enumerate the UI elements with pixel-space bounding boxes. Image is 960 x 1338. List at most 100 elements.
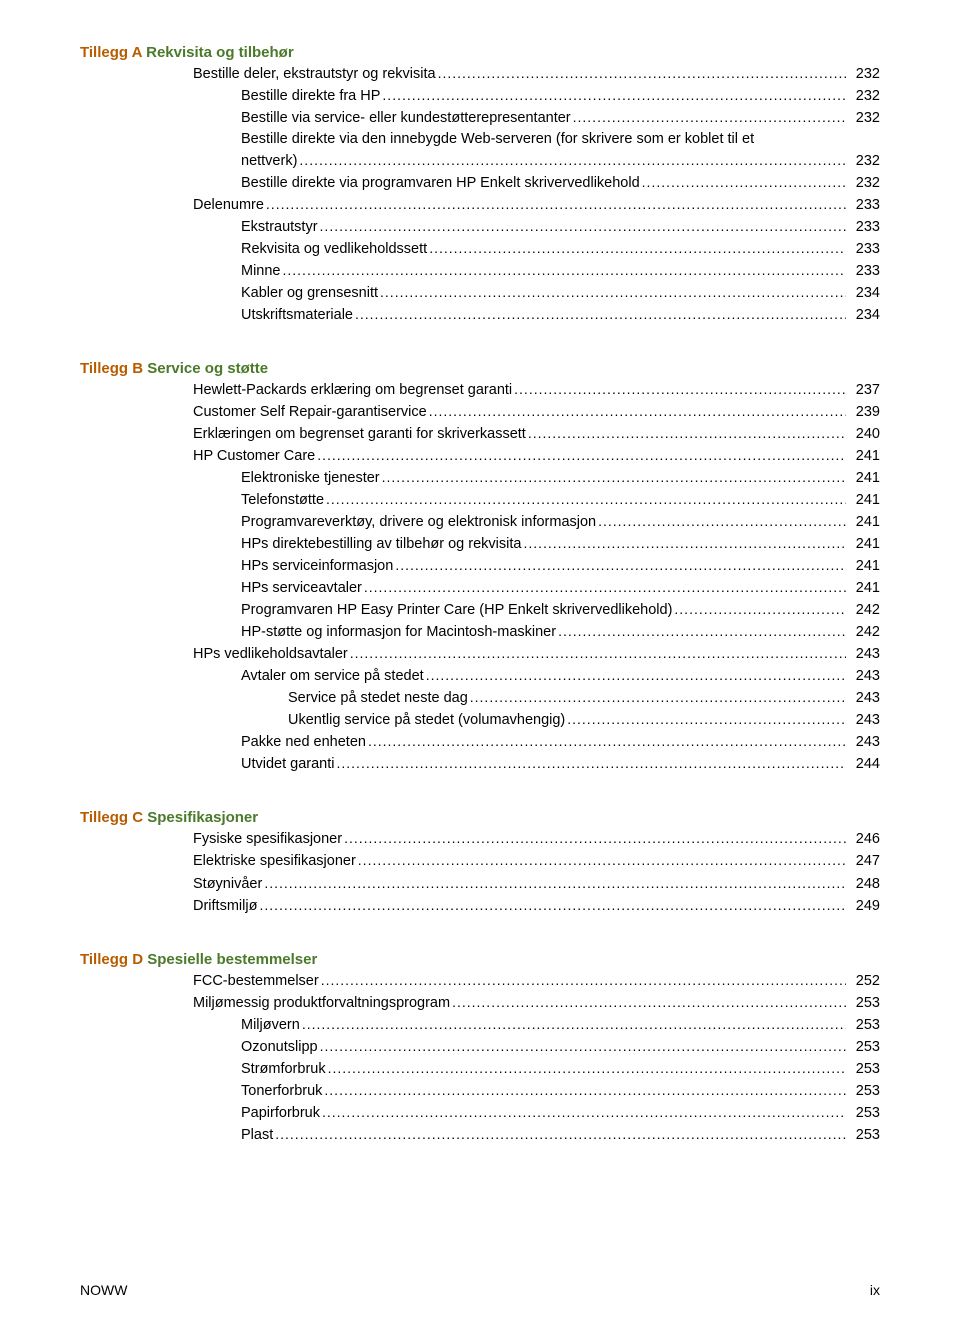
toc-page: 253 — [848, 1059, 880, 1080]
toc-row: Miljøvern 253 — [193, 1014, 880, 1036]
toc-title: Miljøvern — [241, 1015, 300, 1036]
dot-leader — [320, 216, 846, 236]
toc-row: Støynivåer 248 — [193, 873, 880, 895]
toc-row: Erklæringen om begrenset garanti for skr… — [193, 423, 880, 445]
appendix-label: Tillegg C — [80, 809, 147, 826]
toc-page: 241 — [848, 578, 880, 599]
dot-leader — [429, 401, 846, 421]
toc-row: Programvaren HP Easy Printer Care (HP En… — [193, 599, 880, 621]
toc-page: 233 — [848, 261, 880, 282]
toc-content: Tillegg A Rekvisita og tilbehør Bestille … — [80, 44, 880, 1146]
toc-title: Plast — [241, 1125, 273, 1146]
toc-row: Avtaler om service på stedet 243 — [193, 665, 880, 687]
toc-page: 253 — [848, 1103, 880, 1124]
toc-row: nettverk) 232 — [193, 150, 880, 172]
toc-row: Ekstrautstyr 233 — [193, 216, 880, 238]
toc-title: Støynivåer — [193, 874, 262, 895]
toc-title: Elektriske spesifikasjoner — [193, 851, 356, 872]
dot-leader — [429, 238, 846, 258]
toc-page: 249 — [848, 896, 880, 917]
footer-left: NOWW — [80, 1282, 127, 1298]
dot-leader — [264, 873, 846, 893]
toc-page: 234 — [848, 305, 880, 326]
toc-page: 253 — [848, 1081, 880, 1102]
toc-title: Tonerforbruk — [241, 1081, 322, 1102]
toc-title: Erklæringen om begrenset garanti for skr… — [193, 424, 526, 445]
dot-leader — [395, 555, 846, 575]
toc-row: Minne 233 — [193, 260, 880, 282]
toc-title: Utskriftsmateriale — [241, 305, 353, 326]
dot-leader — [382, 85, 846, 105]
toc-page: 232 — [848, 108, 880, 129]
toc-page: 234 — [848, 283, 880, 304]
toc-title: Bestille direkte fra HP — [241, 86, 380, 107]
dot-leader — [364, 577, 846, 597]
appendix-title: Rekvisita og tilbehør — [146, 44, 294, 61]
toc-page: 240 — [848, 424, 880, 445]
dot-leader — [328, 1058, 846, 1078]
dot-leader — [438, 63, 846, 83]
toc-row: HP Customer Care 241 — [193, 445, 880, 467]
section-header: Tillegg D Spesielle bestemmelser — [80, 951, 880, 968]
toc-row: HPs direktebestilling av tilbehør og rek… — [193, 533, 880, 555]
dot-leader — [275, 1124, 846, 1144]
toc-row: Programvareverktøy, drivere og elektroni… — [193, 511, 880, 533]
toc-page: 241 — [848, 512, 880, 533]
toc-title: Bestille direkte via den innebygde Web-s… — [241, 129, 754, 150]
toc-title: HPs serviceinformasjon — [241, 556, 393, 577]
dot-leader — [380, 282, 846, 302]
toc-page: 232 — [848, 173, 880, 194]
dot-leader — [344, 828, 846, 848]
dot-leader — [322, 1102, 846, 1122]
toc-page: 232 — [848, 64, 880, 85]
dot-leader — [324, 1080, 846, 1100]
section-body: FCC-bestemmelser 252Miljømessig produktf… — [193, 970, 880, 1146]
appendix-label: Tillegg A — [80, 44, 146, 61]
toc-title: Telefonstøtte — [241, 490, 324, 511]
toc-title: Utvidet garanti — [241, 754, 335, 775]
footer-right: ix — [870, 1282, 880, 1298]
toc-row: Bestille deler, ekstrautstyr og rekvisit… — [193, 63, 880, 85]
toc-page: 252 — [848, 971, 880, 992]
toc-page: 247 — [848, 851, 880, 872]
section-body: Hewlett-Packards erklæring om begrenset … — [193, 379, 880, 775]
toc-row: Rekvisita og vedlikeholdssett 233 — [193, 238, 880, 260]
toc-title: Elektroniske tjenester — [241, 468, 380, 489]
section-gap — [80, 326, 880, 360]
toc-page: 241 — [848, 534, 880, 555]
toc-row: Papirforbruk 253 — [193, 1102, 880, 1124]
appendix-title: Service og støtte — [147, 360, 268, 377]
toc-row: Ozonutslipp 253 — [193, 1036, 880, 1058]
dot-leader — [523, 533, 846, 553]
toc-title: HP Customer Care — [193, 446, 315, 467]
toc-title: HP-støtte og informasjon for Macintosh-m… — [241, 622, 556, 643]
appendix-label: Tillegg B — [80, 360, 147, 377]
section-gap — [80, 775, 880, 809]
toc-title: HPs serviceavtaler — [241, 578, 362, 599]
dot-leader — [350, 643, 846, 663]
toc-title: Bestille via service- eller kundestøtter… — [241, 108, 571, 129]
toc-page: 232 — [848, 86, 880, 107]
toc-row: Ukentlig service på stedet (volumavhengi… — [193, 709, 880, 731]
toc-row: Bestille direkte via den innebygde Web-s… — [193, 129, 880, 150]
toc-title: Avtaler om service på stedet — [241, 666, 424, 687]
toc-row: FCC-bestemmelser 252 — [193, 970, 880, 992]
dot-leader — [283, 260, 847, 280]
toc-page: 241 — [848, 556, 880, 577]
toc-title: HPs direktebestilling av tilbehør og rek… — [241, 534, 521, 555]
toc-title: Driftsmiljø — [193, 896, 257, 917]
toc-title: Ozonutslipp — [241, 1037, 318, 1058]
dot-leader — [470, 687, 846, 707]
toc-page: 232 — [848, 151, 880, 172]
dot-leader — [321, 970, 846, 990]
toc-page: 241 — [848, 490, 880, 511]
dot-leader — [299, 150, 846, 170]
toc-page: 237 — [848, 380, 880, 401]
toc-page: 243 — [848, 688, 880, 709]
dot-leader — [426, 665, 846, 685]
toc-row: Utvidet garanti 244 — [193, 753, 880, 775]
dot-leader — [326, 489, 846, 509]
toc-row: Strømforbruk 253 — [193, 1058, 880, 1080]
toc-page: 239 — [848, 402, 880, 423]
toc-row: Delenumre 233 — [193, 194, 880, 216]
